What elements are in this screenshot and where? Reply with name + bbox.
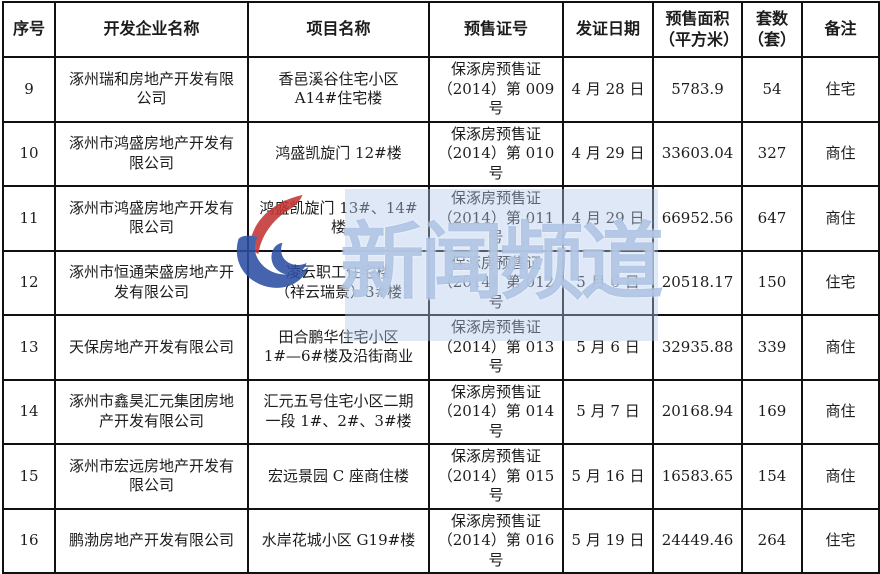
header-project: 项目名称 (247, 1, 430, 58)
table-row: 11 涿州市鸿盛房地产开发有 限公司 鸿盛凯旋门 13#、14#楼 保涿房预售证 （2… (2, 185, 880, 252)
header-units: 套数 （套） (741, 1, 803, 58)
cell-remark: 商住 (801, 120, 880, 187)
cell-index: 16 (2, 507, 56, 574)
cell-remark: 商住 (801, 185, 880, 252)
cell-project: 鸿盛凯旋门 12#楼 (247, 120, 430, 187)
table-row: 9 涿州瑞和房地产开发有限 公司 香邑溪谷住宅小区 A14#住宅楼 保涿房预售证 （2… (2, 56, 880, 123)
cell-remark: 商住 (801, 443, 880, 510)
cell-units: 154 (741, 443, 803, 510)
cell-developer: 涿州市鸿盛房地产开发有 限公司 (54, 120, 249, 187)
cell-area: 5783.9 (652, 56, 743, 123)
cell-project: 田合鹏华住宅小区 1#—6#楼及沿街商业 (247, 314, 430, 381)
cell-permit_no: 保涿房预售证 （2014）第 014 号 (428, 378, 564, 445)
table-row: 15 涿州市宏远房地产开发有 限公司 宏远景园 C 座商住楼 保涿房预售证 （2014… (2, 443, 880, 510)
cell-remark: 商住 (801, 378, 880, 445)
cell-permit_no: 保涿房预售证 （2014）第 011 号 (428, 185, 564, 252)
table-body: 9 涿州瑞和房地产开发有限 公司 香邑溪谷住宅小区 A14#住宅楼 保涿房预售证 （2… (2, 56, 880, 574)
cell-developer: 天保房地产开发有限公司 (54, 314, 249, 381)
cell-issue_date: 4 月 29 日 (562, 185, 654, 252)
cell-area: 33603.04 (652, 120, 743, 187)
header-row: 序号 开发企业名称 项目名称 预售证号 发证日期 预售面积 （平方米） 套数 （… (2, 1, 880, 58)
cell-area: 66952.56 (652, 185, 743, 252)
cell-remark: 住宅 (801, 249, 880, 316)
cell-units: 647 (741, 185, 803, 252)
cell-area: 32935.88 (652, 314, 743, 381)
cell-units: 264 (741, 507, 803, 574)
table-row: 10 涿州市鸿盛房地产开发有 限公司 鸿盛凯旋门 12#楼 保涿房预售证 （2014）… (2, 120, 880, 187)
cell-developer: 涿州市宏远房地产开发有 限公司 (54, 443, 249, 510)
header-permit-no: 预售证号 (428, 1, 564, 58)
header-developer: 开发企业名称 (54, 1, 249, 58)
cell-units: 150 (741, 249, 803, 316)
cell-issue_date: 5 月 6 日 (562, 249, 654, 316)
header-remark: 备注 (801, 1, 880, 58)
cell-developer: 鹏渤房地产开发有限公司 (54, 507, 249, 574)
cell-index: 10 (2, 120, 56, 187)
table-row: 16 鹏渤房地产开发有限公司 水岸花城小区 G19#楼 保涿房预售证 （2014）第 … (2, 507, 880, 574)
cell-permit_no: 保涿房预售证 （2014）第 010 号 (428, 120, 564, 187)
header-issue-date: 发证日期 (562, 1, 654, 58)
cell-index: 9 (2, 56, 56, 123)
cell-permit_no: 保涿房预售证 （2014）第 015 号 (428, 443, 564, 510)
cell-developer: 涿州市恒通荣盛房地产开 发有限公司 (54, 249, 249, 316)
table-row: 13 天保房地产开发有限公司 田合鹏华住宅小区 1#—6#楼及沿街商业 保涿房预售证 … (2, 314, 880, 381)
cell-issue_date: 5 月 6 日 (562, 314, 654, 381)
table-row: 12 涿州市恒通荣盛房地产开 发有限公司 凌云职工住宅楼 （祥云瑞景）3#楼 保涿房预… (2, 249, 880, 316)
cell-project: 香邑溪谷住宅小区 A14#住宅楼 (247, 56, 430, 123)
cell-project: 汇元五号住宅小区二期 一段 1#、2#、3#楼 (247, 378, 430, 445)
cell-developer: 涿州瑞和房地产开发有限 公司 (54, 56, 249, 123)
cell-permit_no: 保涿房预售证 （2014）第 016 号 (428, 507, 564, 574)
cell-developer: 涿州市鑫昊汇元集团房地 产开发有限公司 (54, 378, 249, 445)
table-header: 序号 开发企业名称 项目名称 预售证号 发证日期 预售面积 （平方米） 套数 （… (2, 1, 880, 58)
cell-project: 鸿盛凯旋门 13#、14#楼 (247, 185, 430, 252)
cell-remark: 住宅 (801, 56, 880, 123)
cell-remark: 商住 (801, 314, 880, 381)
cell-area: 24449.46 (652, 507, 743, 574)
cell-units: 169 (741, 378, 803, 445)
table-row: 14 涿州市鑫昊汇元集团房地 产开发有限公司 汇元五号住宅小区二期 一段 1#、2#… (2, 378, 880, 445)
cell-permit_no: 保涿房预售证 （2014）第 013 号 (428, 314, 564, 381)
cell-issue_date: 5 月 16 日 (562, 443, 654, 510)
cell-index: 12 (2, 249, 56, 316)
cell-index: 15 (2, 443, 56, 510)
cell-area: 16583.65 (652, 443, 743, 510)
cell-units: 54 (741, 56, 803, 123)
cell-project: 水岸花城小区 G19#楼 (247, 507, 430, 574)
cell-issue_date: 4 月 28 日 (562, 56, 654, 123)
cell-area: 20168.94 (652, 378, 743, 445)
header-index: 序号 (2, 1, 56, 58)
cell-index: 13 (2, 314, 56, 381)
cell-developer: 涿州市鸿盛房地产开发有 限公司 (54, 185, 249, 252)
cell-units: 327 (741, 120, 803, 187)
cell-project: 宏远景园 C 座商住楼 (247, 443, 430, 510)
cell-issue_date: 5 月 7 日 (562, 378, 654, 445)
cell-index: 11 (2, 185, 56, 252)
cell-units: 339 (741, 314, 803, 381)
cell-project: 凌云职工住宅楼 （祥云瑞景）3#楼 (247, 249, 430, 316)
cell-issue_date: 5 月 19 日 (562, 507, 654, 574)
cell-area: 20518.17 (652, 249, 743, 316)
header-area: 预售面积 （平方米） (652, 1, 743, 58)
cell-permit_no: 保涿房预售证 （2014）第 009 号 (428, 56, 564, 123)
cell-index: 14 (2, 378, 56, 445)
cell-remark: 住宅 (801, 507, 880, 574)
cell-permit_no: 保涿房预售证 （2014）第 012 号 (428, 249, 564, 316)
cell-issue_date: 4 月 29 日 (562, 120, 654, 187)
